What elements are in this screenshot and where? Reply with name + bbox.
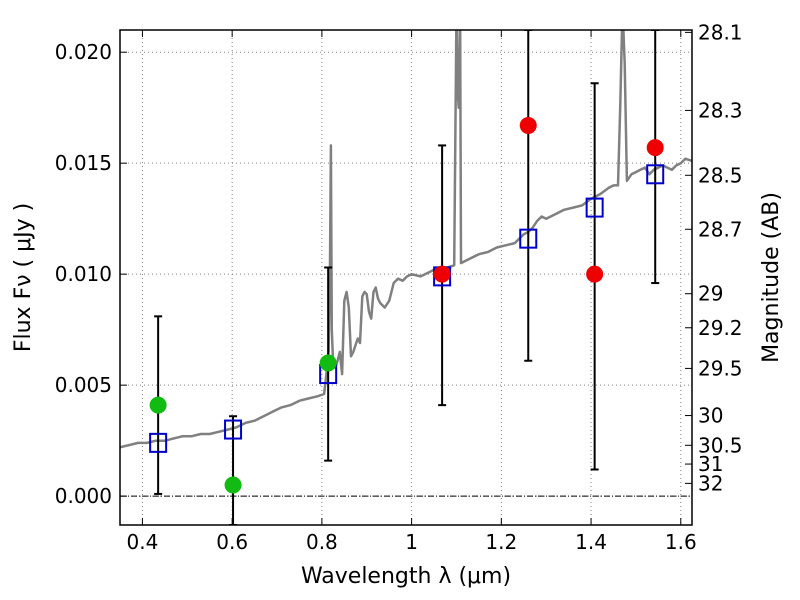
y-tick-label: 0.010	[55, 262, 112, 286]
y-tick-label: 0.020	[55, 40, 112, 64]
mag-tick-label: 30.5	[698, 433, 743, 457]
observed-point-red	[646, 139, 664, 157]
observed-point-red	[433, 265, 451, 283]
error-bar	[524, 30, 533, 362]
model-photometry-box	[149, 432, 168, 453]
y-tick-label: 0.005	[55, 373, 112, 397]
mag-tick-label: 30	[698, 404, 723, 428]
model-photometry-box	[224, 419, 243, 440]
observed-point-green	[319, 354, 337, 372]
observed-point-red	[586, 265, 604, 283]
observed-point-green	[224, 476, 242, 494]
mag-tick-label: 32	[698, 471, 723, 495]
x-tick-label: 1.6	[665, 530, 697, 554]
y-tick-label: 0.015	[55, 151, 112, 175]
model-photometry-box	[646, 164, 665, 185]
y2-axis-label: Magnitude (AB)	[759, 192, 784, 363]
error-bar	[229, 415, 238, 525]
x-axis-label: Wavelength λ (μm)	[301, 564, 511, 589]
y-tick-label: 0.000	[55, 484, 112, 508]
plot-data-layer	[120, 30, 692, 525]
x-tick-label: 0.6	[216, 530, 248, 554]
mag-tick-label: 31	[698, 452, 723, 476]
x-tick-label: 1	[405, 530, 418, 554]
x-tick-label: 1.4	[575, 530, 607, 554]
mag-tick-label: 28.5	[698, 163, 743, 187]
model-spectrum-line	[120, 30, 692, 449]
axis-ticks: 0.4 0.6 0.8 1 1.2 1.4 1.6 0.000 0.005 0.010 0.015 0…	[55, 20, 743, 554]
x-tick-label: 1.2	[485, 530, 517, 554]
x-tick-label: 0.4	[127, 530, 159, 554]
observed-point-green	[149, 396, 167, 414]
y-axis-label: Flux Fν ( μJy )	[11, 203, 36, 352]
mag-tick-label: 28.3	[698, 98, 743, 122]
mag-tick-label: 28.7	[698, 217, 743, 241]
error-bar	[651, 30, 660, 285]
model-photometry-box	[519, 228, 538, 249]
mag-tick-label: 29	[698, 282, 723, 306]
mag-tick-label: 29.5	[698, 356, 743, 380]
mag-tick-label: 29.2	[698, 316, 743, 340]
mag-tick-label: 28.1	[698, 20, 743, 44]
plot-frame	[119, 29, 693, 526]
observed-point-red	[519, 116, 537, 134]
x-tick-label: 0.8	[306, 530, 338, 554]
model-photometry-box	[585, 197, 604, 218]
